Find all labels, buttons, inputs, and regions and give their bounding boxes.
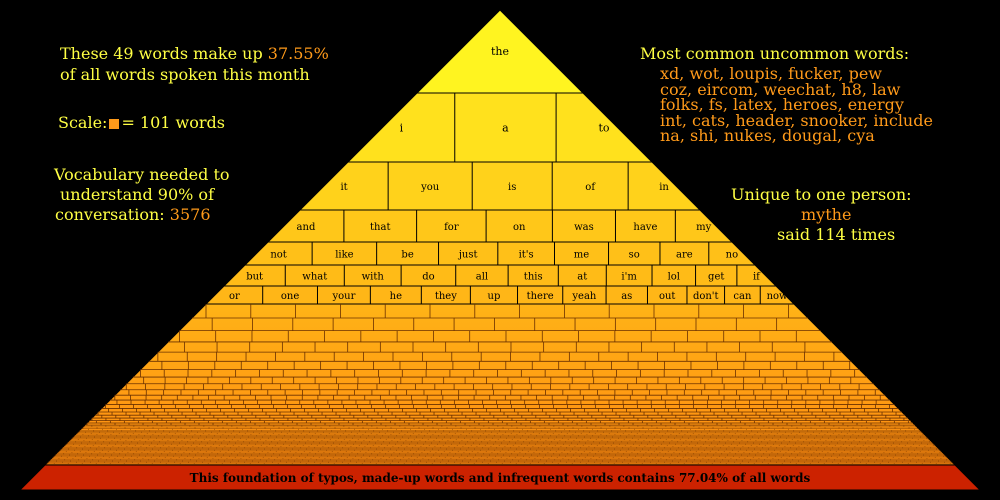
pyramid-word: at — [577, 272, 587, 283]
vocab-line-1: Vocabulary needed to — [54, 165, 230, 184]
pyramid-word: and — [297, 222, 316, 233]
uncommon-line: xd, wot, loupis, fucker, pew — [660, 64, 882, 83]
pyramid-word: like — [335, 250, 353, 261]
vocab-prefix: conversation: — [55, 205, 165, 224]
vocab-line-2: understand 90% of — [60, 185, 214, 204]
pyramid-word: so — [629, 250, 640, 261]
pyramid-word: if — [753, 272, 761, 283]
pyramid-word: me — [574, 250, 589, 261]
uncommon-title: Most common uncommon words: — [640, 44, 910, 63]
uncommon-line: int, cats, header, snooker, include — [660, 110, 933, 130]
pyramid-word: for — [444, 222, 459, 233]
pyramid-word: yeah — [571, 291, 597, 302]
pyramid-word: all — [476, 272, 488, 283]
pyramid-row-band — [298, 161, 702, 211]
pyramid-word: with — [362, 272, 385, 283]
pyramid-word: up — [488, 291, 501, 302]
pyramid-word: i'm — [621, 272, 637, 283]
pyramid-word: just — [458, 250, 478, 261]
pyramid-word: not — [270, 250, 286, 261]
pyramid-word: but — [246, 272, 263, 283]
summary-line-1: These 49 words make up 37.55% — [60, 45, 329, 63]
pyramid-word: on — [513, 222, 526, 233]
scale-value: = 101 words — [121, 113, 225, 132]
pyramid-word: you — [420, 182, 440, 193]
foundation-text: This foundation of typos, made-up words … — [190, 471, 811, 485]
pyramid-word: be — [401, 250, 413, 261]
pyramid-word: is — [508, 182, 516, 193]
pyramid-word: or — [229, 291, 240, 302]
summary-line-2: of all words spoken this month — [60, 65, 310, 84]
pyramid-word: one — [281, 291, 299, 302]
pyramid-word: it's — [519, 250, 534, 261]
pyramid-word: lol — [668, 272, 680, 283]
pyramid-word: get — [708, 272, 724, 283]
pyramid-word: to — [599, 122, 610, 135]
pyramid-word: are — [676, 250, 693, 261]
pyramid-word: i — [400, 122, 404, 135]
pyramid-word: your — [331, 291, 355, 302]
summary-percent: 37.55% — [267, 44, 329, 63]
uncommon-line: folks, fs, latex, heroes, energy — [660, 95, 904, 114]
pyramid-row-band — [266, 209, 734, 243]
pyramid-word: as — [621, 291, 632, 302]
pyramid-word: can — [733, 291, 752, 302]
pyramid-word: now — [767, 291, 788, 302]
pyramid-word: it — [340, 182, 347, 193]
pyramid-word: he — [390, 291, 402, 302]
scale-square-icon — [109, 119, 120, 129]
pyramid-word: do — [422, 272, 434, 283]
unique-word: mythe — [801, 205, 852, 224]
pyramid-word: no — [726, 250, 738, 261]
pyramid-word: this — [524, 272, 543, 283]
unique-count: said 114 times — [777, 225, 896, 244]
pyramid-word: a — [502, 122, 509, 135]
pyramid-word: what — [302, 272, 327, 283]
uncommon-line: na, shi, nukes, dougal, cya — [660, 126, 875, 145]
pyramid-word: out — [659, 291, 675, 302]
unique-title: Unique to one person: — [731, 185, 912, 204]
uncommon-line: coz, eircom, weechat, h8, law — [660, 79, 901, 99]
summary-prefix: These 49 words make up — [60, 44, 263, 63]
pyramid-word: the — [491, 45, 509, 58]
pyramid-word: have — [633, 222, 657, 233]
pyramid-word: in — [659, 182, 669, 193]
foundation-band — [18, 464, 982, 491]
uncommon-list: xd, wot, loupis, fucker, pew coz, eircom… — [660, 66, 933, 144]
scale-legend: Scale: = 101 words — [58, 114, 225, 132]
pyramid-word: was — [574, 222, 594, 233]
pyramid-word: my — [696, 222, 711, 233]
vocab-line-3: conversation: 3576 — [55, 206, 211, 224]
pyramid-word: of — [585, 182, 596, 193]
pyramid-word: that — [370, 222, 390, 233]
pyramid-word: don't — [693, 291, 719, 302]
scale-label: Scale: — [58, 113, 108, 132]
pyramid-word: there — [527, 291, 554, 302]
vocab-value: 3576 — [169, 205, 211, 224]
pyramid-word: they — [435, 291, 457, 302]
